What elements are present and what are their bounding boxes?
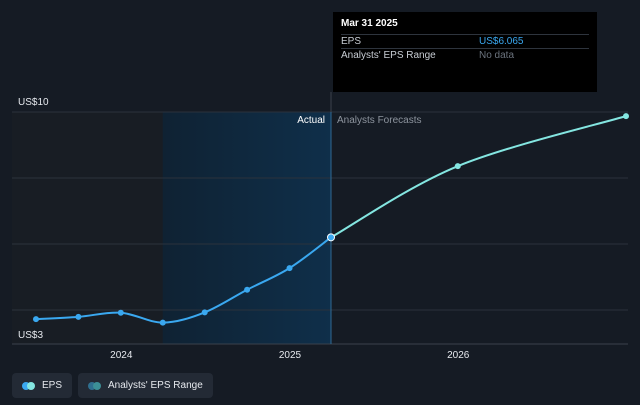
tooltip-eps-label: EPS xyxy=(341,36,362,47)
legend-item-eps[interactable]: EPS xyxy=(12,373,73,398)
tooltip-range-label: Analysts' EPS Range xyxy=(341,50,436,61)
chart-axis-labels: US$10 US$3 2024 2025 2026 Actual Analysts Fore… xyxy=(18,97,470,361)
chart-gridlines xyxy=(12,92,628,345)
tooltip-range-value: No data xyxy=(479,50,515,61)
eps-forecast-line xyxy=(330,115,627,239)
swatch-dot xyxy=(88,381,97,390)
actual-highlight-region xyxy=(162,112,331,344)
tooltip-row-range: Analysts' EPS Range No data xyxy=(341,48,589,62)
eps-forecast-point[interactable] xyxy=(623,113,629,120)
swatch-dot xyxy=(27,381,35,390)
legend-item-eps-range[interactable]: Analysts' EPS Range xyxy=(78,373,213,398)
eps-point[interactable] xyxy=(201,309,208,316)
eps-point[interactable] xyxy=(244,286,251,293)
forecast-region-label: Analysts Forecasts xyxy=(337,115,421,126)
swatch-dot xyxy=(93,381,102,390)
tooltip-eps-value: US$6.065 xyxy=(479,36,524,47)
hover-tooltip: Mar 31 2025 EPS US$6.065 Analysts' EPS R… xyxy=(333,12,597,92)
eps-range-swatch-icon xyxy=(88,381,102,390)
chart-legend: EPS Analysts' EPS Range xyxy=(12,373,213,398)
eps-point[interactable] xyxy=(33,316,39,323)
tooltip-row-eps: EPS US$6.065 xyxy=(341,34,589,48)
past-region xyxy=(12,112,163,344)
tooltip-date: Mar 31 2025 xyxy=(341,18,398,29)
x-tick-label: 2026 xyxy=(447,350,470,361)
eps-point[interactable] xyxy=(159,319,166,326)
actual-region-label: Actual xyxy=(297,115,325,126)
eps-point[interactable] xyxy=(75,313,82,320)
y-tick-label: US$10 xyxy=(18,97,49,108)
chart-background-regions xyxy=(12,112,331,344)
y-tick-label: US$3 xyxy=(18,330,43,341)
eps-point[interactable] xyxy=(286,265,293,272)
eps-forecast-point[interactable] xyxy=(454,163,461,170)
swatch-dot xyxy=(22,381,30,390)
legend-eps-range-label: Analysts' EPS Range xyxy=(108,380,203,391)
eps-point[interactable] xyxy=(117,309,124,316)
eps-line xyxy=(35,236,332,324)
chart-data-points[interactable] xyxy=(33,113,629,326)
legend-eps-label: EPS xyxy=(42,380,63,391)
eps-point[interactable] xyxy=(327,233,335,242)
x-tick-label: 2024 xyxy=(110,350,133,361)
eps-swatch-icon xyxy=(22,381,36,390)
x-tick-label: 2025 xyxy=(279,350,302,361)
